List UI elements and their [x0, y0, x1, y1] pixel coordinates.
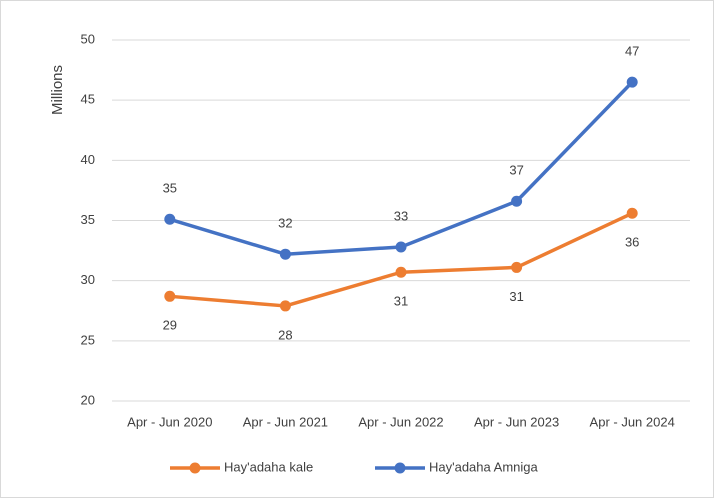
y-tick-label: 30: [81, 272, 95, 287]
data-point: [164, 213, 176, 225]
y-tick-label: 45: [81, 92, 95, 107]
data-label: 35: [163, 181, 177, 196]
data-point: [279, 300, 291, 312]
data-point: [279, 248, 291, 260]
y-tick-label: 50: [81, 31, 95, 46]
y-tick-label: 40: [81, 152, 95, 167]
data-point: [395, 241, 407, 253]
data-point: [395, 266, 407, 278]
data-label: 28: [278, 327, 292, 342]
y-tick-label: 25: [81, 332, 95, 347]
data-point: [164, 290, 176, 302]
data-point: [626, 76, 638, 88]
legend-label: Hay'adaha Amniga: [429, 459, 538, 474]
x-tick-label: Apr - Jun 2023: [474, 414, 559, 429]
y-tick-label: 20: [81, 392, 95, 407]
x-tick-label: Apr - Jun 2021: [243, 414, 328, 429]
data-label: 29: [163, 318, 177, 333]
legend-label: Hay'adaha kale: [224, 459, 313, 474]
data-label: 32: [278, 216, 292, 231]
y-axis-title: Millions: [49, 65, 66, 115]
legend-marker: [189, 462, 201, 474]
data-label: 47: [625, 44, 639, 59]
legend-marker: [394, 462, 406, 474]
y-tick-label: 35: [81, 212, 95, 227]
data-point: [626, 207, 638, 219]
x-tick-label: Apr - Jun 2020: [127, 414, 212, 429]
data-label: 31: [394, 294, 408, 309]
data-point: [511, 195, 523, 207]
x-tick-label: Apr - Jun 2022: [358, 414, 443, 429]
data-label: 31: [509, 289, 523, 304]
data-label: 37: [509, 163, 523, 178]
data-label: 33: [394, 208, 408, 223]
x-tick-label: Apr - Jun 2024: [590, 414, 675, 429]
data-point: [511, 261, 523, 273]
data-label: 36: [625, 235, 639, 250]
